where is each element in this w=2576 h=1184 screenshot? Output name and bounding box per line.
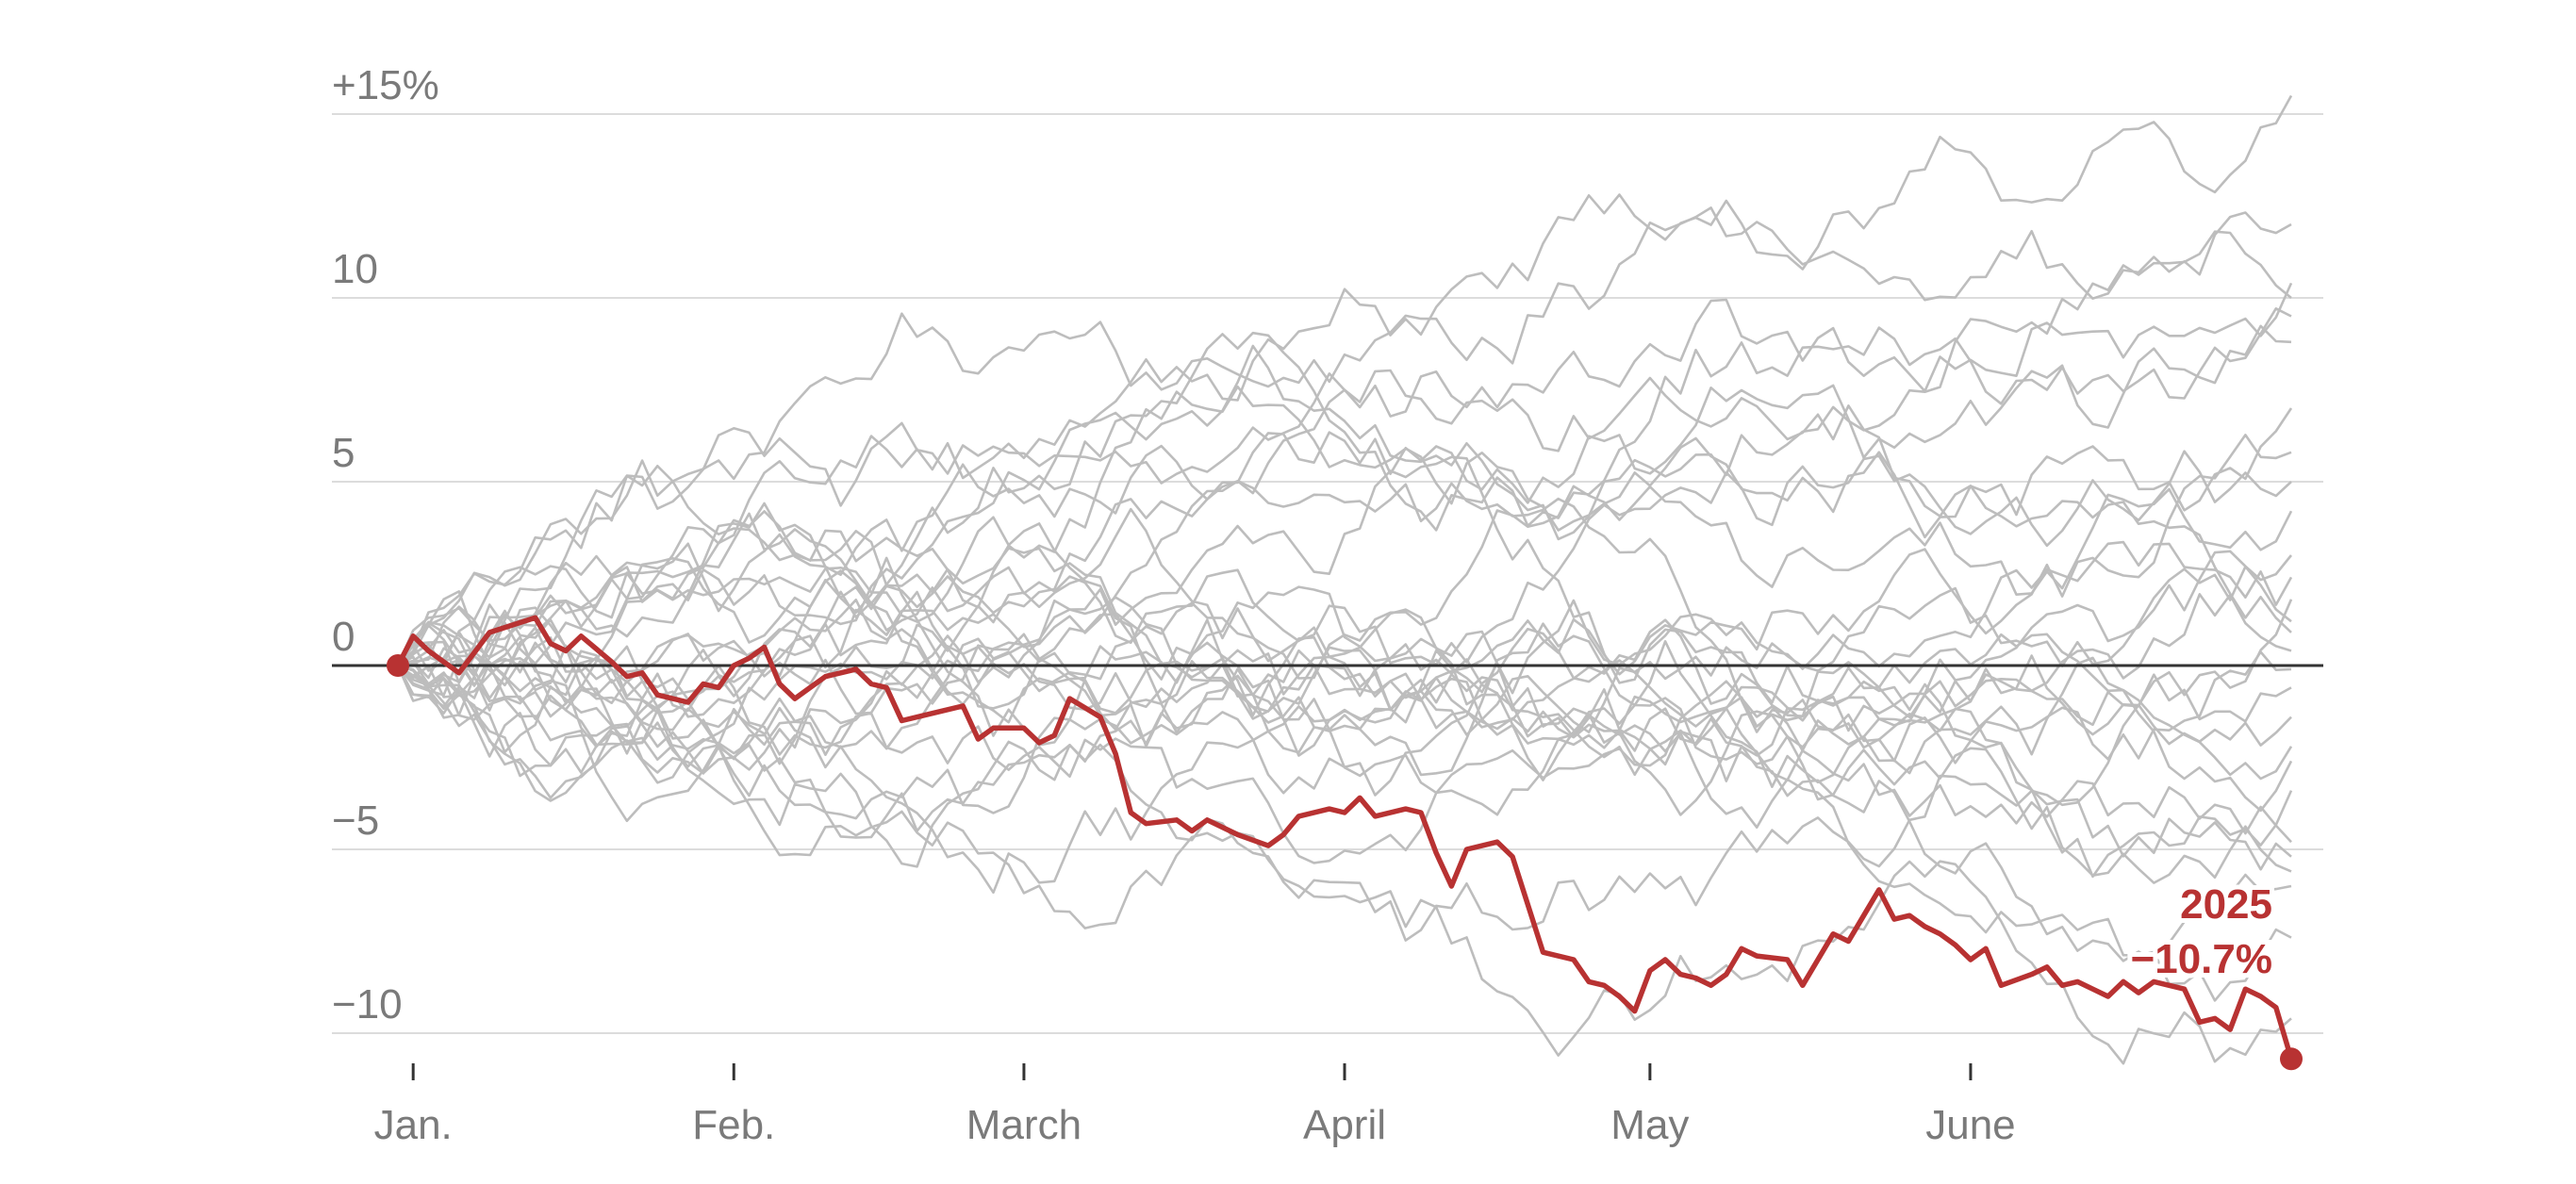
y-tick-label: 0 bbox=[332, 614, 355, 660]
y-tick-label: −5 bbox=[332, 798, 379, 844]
y-tick-label: 10 bbox=[332, 246, 378, 292]
x-tick-label: April bbox=[1303, 1102, 1386, 1148]
y-axis-labels: +15% 10 5 0 −5 −10 bbox=[332, 62, 439, 1028]
background-series-7 bbox=[396, 516, 2293, 732]
background-series-1 bbox=[397, 282, 2293, 680]
background-series-23 bbox=[397, 485, 2293, 799]
background-series-20 bbox=[397, 590, 2292, 963]
background-series-24 bbox=[396, 640, 2293, 895]
background-series-6 bbox=[397, 450, 2292, 765]
x-tick-label: May bbox=[1610, 1102, 1689, 1148]
highlight-series-name: 2025 bbox=[2180, 881, 2272, 928]
highlight-series-line bbox=[395, 615, 2294, 1062]
background-series-22 bbox=[397, 385, 2293, 673]
gridlines bbox=[332, 113, 2323, 1034]
background-series-21 bbox=[397, 626, 2292, 1065]
background-series-16 bbox=[396, 596, 2293, 813]
highlight-end-dot bbox=[2280, 1047, 2303, 1071]
background-series-19 bbox=[397, 585, 2292, 884]
background-series-27 bbox=[397, 206, 2292, 666]
background-series-2 bbox=[396, 230, 2292, 666]
background-series-14 bbox=[397, 660, 2292, 942]
highlight-end-value: −10.7% bbox=[2131, 936, 2272, 982]
background-series-17 bbox=[397, 631, 2292, 864]
background-series-26 bbox=[396, 459, 2292, 1002]
y-tick-label: +15% bbox=[332, 62, 439, 108]
background-series-18 bbox=[396, 590, 2292, 871]
y-tick-label: 5 bbox=[332, 430, 355, 476]
x-tick-label: Jan. bbox=[374, 1102, 453, 1148]
background-series-3 bbox=[397, 307, 2292, 667]
background-series-lines bbox=[396, 94, 2293, 1065]
background-series-8 bbox=[397, 540, 2293, 701]
highlight-start-dot bbox=[387, 654, 409, 677]
background-series-12 bbox=[396, 444, 2292, 765]
x-axis: Jan. Feb. March April May June bbox=[374, 1063, 2016, 1148]
background-series-0 bbox=[396, 94, 2293, 672]
x-tick-label: Feb. bbox=[692, 1102, 775, 1148]
background-series-25 bbox=[397, 369, 2292, 684]
x-tick-label: June bbox=[1925, 1102, 2015, 1148]
x-tick-label: March bbox=[966, 1102, 1082, 1148]
y-tick-label: −10 bbox=[332, 981, 403, 1028]
